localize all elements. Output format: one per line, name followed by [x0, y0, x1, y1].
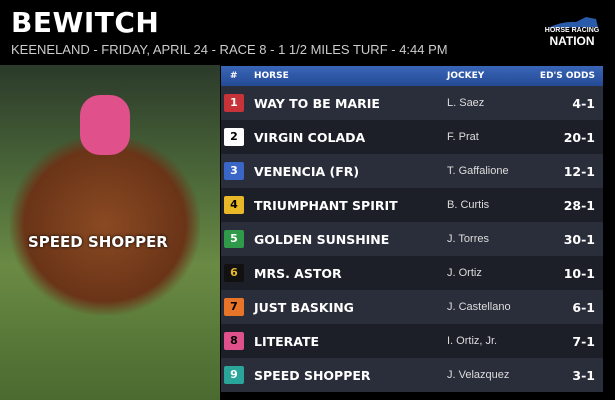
odds: 4-1 — [572, 96, 595, 111]
jockey-name: L. Saez — [447, 97, 485, 109]
entries-table: # HORSE JOCKEY ED'S ODDS 1 WAY TO BE MAR… — [221, 66, 603, 392]
odds: 3-1 — [572, 368, 595, 383]
col-number: # — [230, 71, 238, 81]
jockey-silks — [80, 95, 130, 155]
table-row: 6 MRS. ASTOR J. Ortiz 10-1 — [221, 256, 603, 290]
table-row: 2 VIRGIN COLADA F. Prat 20-1 — [221, 120, 603, 154]
table-row: 9 SPEED SHOPPER J. Velazquez 3-1 — [221, 358, 603, 392]
jockey-name: J. Torres — [447, 233, 489, 245]
post-number-badge: 4 — [224, 196, 244, 214]
table-row: 7 JUST BASKING J. Castellano 6-1 — [221, 290, 603, 324]
table-header: # HORSE JOCKEY ED'S ODDS — [221, 66, 603, 86]
table-row: 5 GOLDEN SUNSHINE J. Torres 30-1 — [221, 222, 603, 256]
horse-image — [10, 135, 200, 315]
post-number-badge: 7 — [224, 298, 244, 316]
horse-silhouette-icon — [548, 17, 598, 28]
jockey-name: F. Prat — [447, 131, 479, 143]
race-title: BEWITCH — [11, 6, 160, 39]
odds: 10-1 — [563, 266, 595, 281]
horse-name: LITERATE — [254, 334, 320, 349]
horse-name: MRS. ASTOR — [254, 266, 342, 281]
horse-name: JUST BASKING — [254, 300, 354, 315]
post-number-badge: 9 — [224, 366, 244, 384]
horse-racing-nation-logo: HORSE RACING NATION — [542, 14, 602, 50]
col-jockey: JOCKEY — [447, 71, 485, 81]
horse-name: TRIUMPHANT SPIRIT — [254, 198, 398, 213]
odds: 12-1 — [563, 164, 595, 179]
horse-name: GOLDEN SUNSHINE — [254, 232, 390, 247]
post-number-badge: 3 — [224, 162, 244, 180]
horse-name: WAY TO BE MARIE — [254, 96, 380, 111]
jockey-name: J. Ortiz — [447, 267, 482, 279]
horse-name: VIRGIN COLADA — [254, 130, 366, 145]
table-row: 3 VENENCIA (FR) T. Gaffalione 12-1 — [221, 154, 603, 188]
horse-name: VENENCIA (FR) — [254, 164, 360, 179]
table-row: 4 TRIUMPHANT SPIRIT B. Curtis 28-1 — [221, 188, 603, 222]
col-odds: ED'S ODDS — [539, 71, 595, 81]
jockey-name: T. Gaffalione — [447, 165, 509, 177]
post-number-badge: 1 — [224, 94, 244, 112]
odds: 20-1 — [563, 130, 595, 145]
jockey-name: J. Castellano — [447, 301, 511, 313]
post-number-badge: 6 — [224, 264, 244, 282]
jockey-name: B. Curtis — [447, 199, 490, 211]
photo-label: SPEED SHOPPER — [28, 233, 168, 251]
table-row: 1 WAY TO BE MARIE L. Saez 4-1 — [221, 86, 603, 120]
post-number-badge: 8 — [224, 332, 244, 350]
odds: 28-1 — [563, 198, 595, 213]
table-row: 8 LITERATE I. Ortiz, Jr. 7-1 — [221, 324, 603, 358]
horse-photo: SPEED SHOPPER — [0, 65, 220, 400]
post-number-badge: 2 — [224, 128, 244, 146]
odds: 7-1 — [572, 334, 595, 349]
jockey-name: I. Ortiz, Jr. — [447, 335, 498, 347]
odds: 30-1 — [563, 232, 595, 247]
horse-name: SPEED SHOPPER — [254, 368, 371, 383]
race-subtitle: KEENELAND - FRIDAY, APRIL 24 - RACE 8 - … — [11, 42, 448, 57]
col-horse: HORSE — [254, 71, 289, 81]
odds: 6-1 — [572, 300, 595, 315]
post-number-badge: 5 — [224, 230, 244, 248]
jockey-name: J. Velazquez — [447, 369, 510, 381]
